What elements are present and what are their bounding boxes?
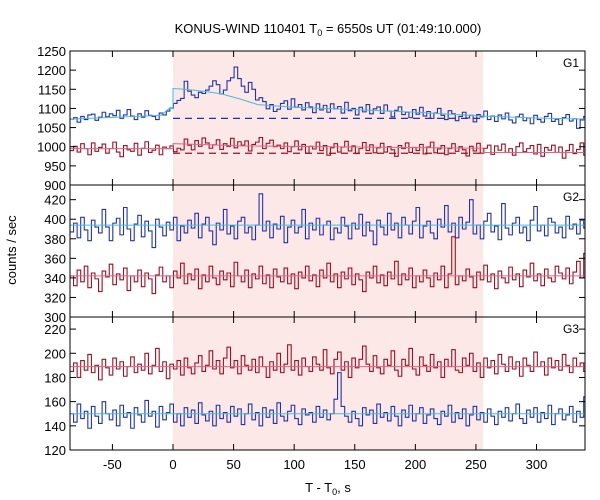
panel-g1-label: G1 (563, 56, 579, 70)
panel-g3-ytick-label-4: 180 (44, 370, 66, 385)
panel-g3-ytick-label-2: 140 (44, 419, 66, 434)
x-tick-label-4: 100 (283, 457, 305, 472)
panel-g3-ytick-label-1: 120 (44, 443, 66, 458)
panel-g1-fit-line-1 (70, 87, 585, 120)
panel-g1-series-1 (70, 66, 585, 129)
panel-g3-plot (70, 344, 585, 429)
x-tick-label-3: 50 (226, 457, 240, 472)
panel-g2-ytick-label-2: 320 (44, 290, 66, 305)
x-axis-label-suffix: , s (337, 480, 351, 495)
panel-g1-ytick-label-3: 1000 (37, 140, 66, 155)
panel-g3-ytick-label-3: 160 (44, 395, 66, 410)
panel-g2-ytick-label-6: 400 (44, 212, 66, 227)
panel-g1-ytick-label-7: 1200 (37, 63, 66, 78)
panel-g2-plot (70, 193, 585, 295)
panel-g2-series-1 (70, 193, 585, 249)
chart-title-prefix: KONUS-WIND 110401 T (175, 21, 318, 36)
panel-g1-ytick-label-1: 900 (44, 178, 66, 193)
panel-g1-ytick-label-8: 1250 (37, 44, 66, 59)
panel-g1-fit-line-2 (70, 143, 585, 153)
panel-g2-ytick-label-1: 300 (44, 310, 66, 325)
panel-g2-ytick-label-5: 380 (44, 232, 66, 247)
chart-title-subscript: 0 (317, 28, 322, 38)
panel-g1-ytick-label-4: 1050 (37, 121, 66, 136)
panel-g2-ytick-label-7: 420 (44, 193, 66, 208)
panel-g3-ytick-label-5: 200 (44, 346, 66, 361)
x-tick-label-1: -50 (103, 457, 122, 472)
panel-g3-frame (69, 316, 586, 451)
panel-g1-ytick-label-5: 1100 (38, 101, 66, 116)
plot-layer: 900950100010501100115012001250G130032034… (37, 44, 586, 472)
x-tick-label-2: 0 (169, 457, 176, 472)
x-tick-label-6: 200 (405, 457, 427, 472)
panel-g1-ytick-label-6: 1150 (38, 82, 66, 97)
panel-g2-ytick-label-3: 340 (44, 271, 66, 286)
panel-g1-series-2 (70, 136, 585, 159)
y-axis-label: counts / sec (4, 215, 19, 285)
highlight-interval (173, 51, 484, 450)
panel-g2-label: G2 (563, 190, 579, 204)
x-tick-label-7: 250 (465, 457, 487, 472)
panel-g2-ytick-label-4: 360 (44, 251, 66, 266)
panel-g3-series-1 (70, 344, 585, 381)
panel-g3-ytick-label-6: 220 (44, 322, 66, 337)
x-tick-label-5: 150 (344, 457, 366, 472)
x-tick-label-8: 300 (526, 457, 548, 472)
panel-g1-plot (70, 66, 585, 159)
chart-title: KONUS-WIND 110401 T0 = 6550s UT (01:49:1… (175, 21, 482, 38)
x-axis-label-prefix: T - T (305, 480, 332, 495)
panel-g1-ytick-label-2: 950 (44, 159, 66, 174)
x-axis-label: T - T0, s (305, 480, 351, 497)
panel-g2-series-2 (70, 236, 585, 295)
chart-title-suffix: = 6550s UT (01:49:10.000) (322, 21, 481, 36)
panel-g3-label: G3 (563, 322, 579, 336)
x-axis-label-subscript: 0 (332, 487, 337, 497)
